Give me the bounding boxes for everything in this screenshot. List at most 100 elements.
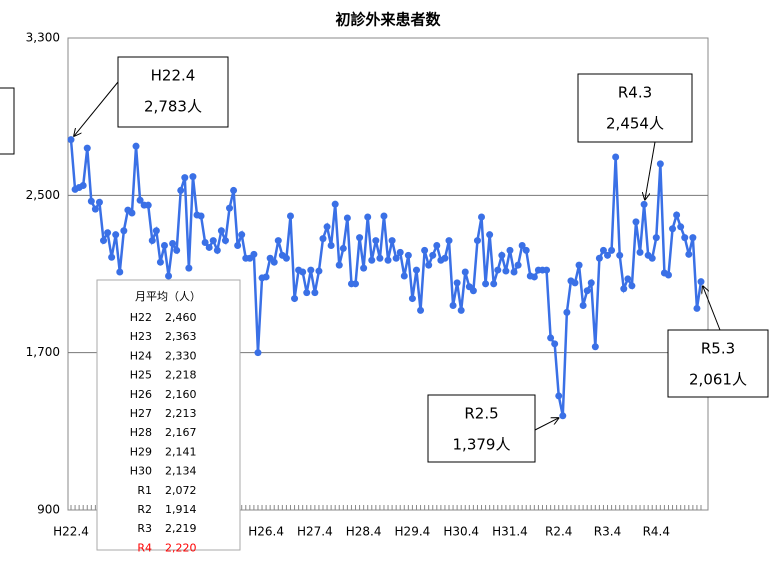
point	[238, 231, 246, 239]
point	[181, 174, 189, 182]
point	[79, 182, 87, 189]
point	[620, 285, 628, 293]
x-tick-label: R3.4	[594, 525, 621, 539]
x-tick-label: H28.4	[346, 525, 382, 539]
point	[311, 289, 319, 297]
point	[656, 160, 664, 168]
point	[307, 266, 315, 274]
average-value: 2,213	[165, 407, 197, 420]
annotation-box	[577, 73, 693, 143]
point	[498, 251, 506, 259]
point	[652, 234, 660, 242]
point	[120, 227, 128, 235]
point	[441, 254, 449, 262]
average-value: 2,141	[165, 445, 197, 458]
point	[664, 271, 672, 279]
average-year: H25	[130, 369, 152, 382]
point	[400, 272, 408, 280]
average-value: 2,218	[165, 369, 197, 382]
annotation-box	[117, 56, 229, 128]
average-year: H28	[130, 426, 152, 439]
annotation-text: 2,783人	[144, 98, 202, 116]
point	[67, 136, 75, 144]
point	[388, 237, 396, 245]
y-tick-label: 2,500	[26, 188, 60, 202]
point	[95, 198, 103, 206]
point	[608, 246, 616, 254]
average-year: R1	[137, 484, 152, 497]
annotation-box	[667, 329, 769, 398]
annotation-label: R4.3	[618, 84, 652, 102]
point	[595, 254, 603, 262]
point	[323, 223, 331, 231]
point	[506, 246, 514, 254]
point	[213, 246, 221, 254]
point	[250, 250, 258, 258]
x-tick-label: H22.4	[53, 525, 89, 539]
point	[319, 235, 327, 243]
point	[185, 264, 193, 272]
annotation-box	[427, 394, 536, 463]
point	[226, 204, 234, 212]
point	[494, 266, 502, 274]
average-year: H30	[130, 465, 152, 478]
point	[282, 254, 290, 262]
point	[502, 267, 510, 275]
y-tick-label: 1,700	[26, 345, 60, 359]
point	[624, 275, 632, 283]
point	[449, 301, 457, 309]
point	[352, 280, 360, 288]
point	[518, 241, 526, 249]
point	[177, 186, 185, 194]
point	[616, 251, 624, 259]
average-year: H23	[130, 330, 152, 343]
point	[628, 282, 636, 290]
point	[510, 268, 518, 276]
point	[169, 240, 177, 248]
point	[128, 209, 136, 217]
annotation-label: R2.5	[464, 405, 498, 423]
point	[331, 200, 339, 208]
average-year: R2	[137, 503, 152, 516]
annotation-label: R5.3	[701, 340, 735, 358]
point	[478, 213, 486, 221]
point	[421, 246, 429, 254]
point	[392, 254, 400, 262]
average-year: H29	[130, 445, 152, 458]
point	[152, 227, 160, 235]
point	[693, 304, 701, 312]
point	[396, 248, 404, 256]
chart-title: 初診外来患者数	[335, 11, 441, 29]
point	[587, 279, 595, 287]
average-value: 2,072	[165, 484, 197, 497]
point	[681, 234, 689, 242]
x-tick-label: R2.4	[545, 525, 572, 539]
x-tick-label: H31.4	[492, 525, 528, 539]
average-value: 2,460	[165, 311, 197, 324]
point	[173, 246, 181, 254]
average-year: H24	[130, 349, 152, 362]
x-tick-label: H30.4	[443, 525, 479, 539]
point	[205, 243, 213, 251]
point	[599, 246, 607, 254]
point	[83, 144, 91, 152]
point	[453, 279, 461, 287]
point	[417, 306, 425, 314]
point	[327, 241, 335, 249]
average-year: H27	[130, 407, 152, 420]
annotation-arrow	[645, 141, 656, 199]
point	[563, 308, 571, 316]
point	[433, 241, 441, 249]
annotation-text: 2,454人	[606, 115, 664, 133]
average-value: 2,363	[165, 330, 197, 343]
average-value: 1,914	[165, 503, 197, 516]
point	[343, 214, 351, 222]
x-tick-label: H29.4	[395, 525, 431, 539]
point	[530, 273, 538, 281]
average-year: H26	[130, 388, 152, 401]
point	[116, 268, 124, 276]
point	[575, 261, 583, 269]
point	[429, 251, 437, 259]
point	[551, 340, 559, 348]
point	[221, 237, 229, 245]
